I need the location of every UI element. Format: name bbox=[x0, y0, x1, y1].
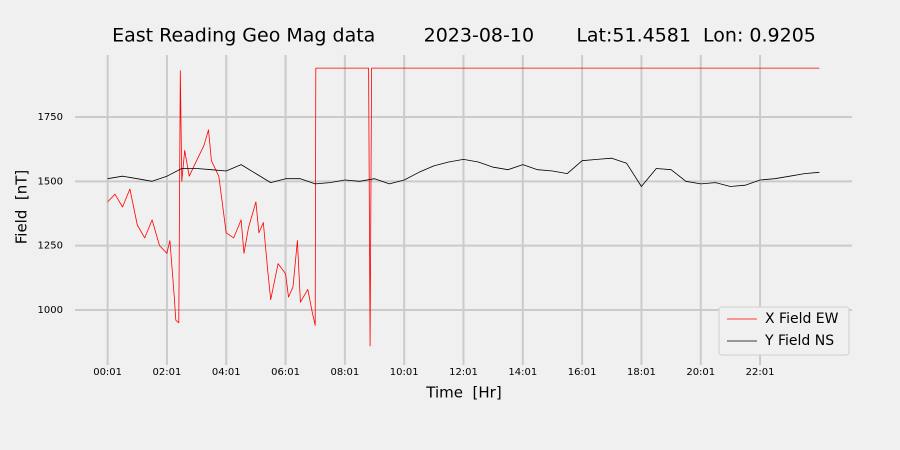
y-tick-label: 1750 bbox=[38, 112, 63, 123]
data-line bbox=[107, 157, 820, 187]
y-axis-label: Field [nT] bbox=[13, 170, 31, 245]
x-tick-label: 10:01 bbox=[390, 367, 419, 378]
x-tick-label: 20:01 bbox=[686, 367, 715, 378]
x-tick-label: 22:01 bbox=[746, 367, 775, 378]
x-tick-label: 16:01 bbox=[568, 367, 597, 378]
x-tick-label: 02:01 bbox=[153, 367, 182, 378]
x-axis-label: Time [Hr] bbox=[425, 384, 501, 402]
legend-label: X Field EW bbox=[765, 311, 839, 327]
x-tick-label: 12:01 bbox=[449, 367, 478, 378]
x-tick-label: 14:01 bbox=[508, 367, 537, 378]
x-tick-label: 08:01 bbox=[330, 367, 359, 378]
data-line bbox=[107, 67, 820, 347]
legend-label: Y Field NS bbox=[764, 333, 834, 349]
x-tick-label: 00:01 bbox=[93, 367, 122, 378]
x-tick-label: 18:01 bbox=[627, 367, 656, 378]
y-tick-label: 1500 bbox=[38, 176, 63, 187]
y-tick-label: 1250 bbox=[38, 241, 63, 252]
x-tick-label: 04:01 bbox=[212, 367, 241, 378]
x-tick-label: 06:01 bbox=[271, 367, 300, 378]
legend: X Field EW Y Field NS bbox=[718, 306, 850, 356]
chart-title: East Reading Geo Mag data 2023-08-10 Lat… bbox=[112, 25, 816, 47]
y-tick-label: 1000 bbox=[38, 305, 63, 316]
